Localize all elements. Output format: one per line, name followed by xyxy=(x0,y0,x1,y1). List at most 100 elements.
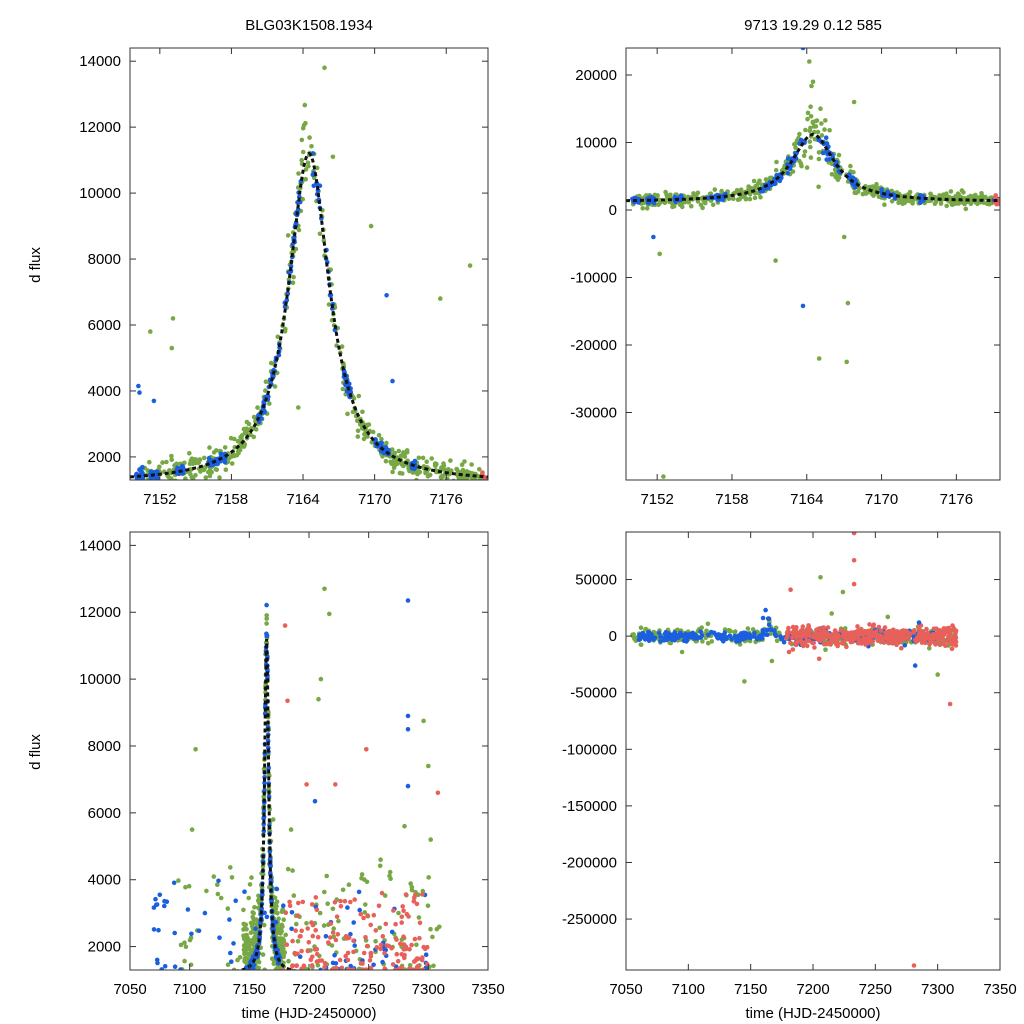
data-point xyxy=(178,942,184,948)
data-point xyxy=(944,191,949,196)
data-point xyxy=(700,639,705,644)
data-point xyxy=(852,630,857,636)
data-point xyxy=(925,630,931,636)
data-point xyxy=(272,384,278,389)
y-tick-label: -20000 xyxy=(570,337,617,354)
data-point xyxy=(816,656,822,662)
data-point xyxy=(324,873,330,879)
x-tick-label: 7250 xyxy=(352,981,385,998)
data-point xyxy=(638,642,644,647)
data-point xyxy=(816,626,821,632)
data-point xyxy=(280,967,286,970)
data-point xyxy=(815,129,821,135)
data-point xyxy=(315,963,321,968)
y-tick-label: 0 xyxy=(609,628,617,645)
data-point xyxy=(277,930,283,935)
data-point xyxy=(277,972,282,977)
data-point xyxy=(483,475,488,480)
points-bottom-left xyxy=(151,586,442,979)
model-curve xyxy=(232,638,301,970)
data-point xyxy=(806,623,811,628)
y-tick-label: 14000 xyxy=(79,537,121,554)
data-point xyxy=(863,642,868,647)
data-point xyxy=(225,906,231,911)
data-point xyxy=(845,300,851,306)
data-point xyxy=(244,933,249,938)
data-point xyxy=(820,150,826,156)
data-point xyxy=(288,827,294,832)
data-point xyxy=(312,798,318,804)
x-tick-label: 7170 xyxy=(865,491,898,508)
data-point xyxy=(784,635,789,641)
data-point xyxy=(335,932,341,937)
data-point xyxy=(189,931,194,937)
data-point xyxy=(406,966,412,970)
data-point xyxy=(340,386,346,392)
data-point xyxy=(282,623,288,628)
data-point xyxy=(136,383,141,389)
panel-bottom-right: 7050 7100 7150 7200 7250 7300 7350 -250000 -2000… xyxy=(562,531,1017,998)
y-tick-label: 2000 xyxy=(88,939,121,956)
data-point xyxy=(889,631,894,637)
data-point xyxy=(902,200,907,206)
x-tick-label: 7050 xyxy=(113,981,146,998)
data-point xyxy=(408,881,414,886)
data-point xyxy=(933,199,939,204)
data-point xyxy=(435,790,441,796)
data-point xyxy=(399,965,404,970)
data-point xyxy=(442,467,448,473)
data-point xyxy=(283,910,289,915)
data-point xyxy=(656,630,662,636)
data-point xyxy=(357,907,363,913)
data-point xyxy=(827,128,832,133)
y-tick-label: 8000 xyxy=(88,251,121,268)
data-point xyxy=(695,199,701,204)
data-point xyxy=(662,631,668,636)
data-point xyxy=(242,974,247,979)
data-point xyxy=(813,634,819,640)
data-point xyxy=(247,882,253,887)
data-point xyxy=(380,959,385,965)
x-tick-label: 7152 xyxy=(640,491,673,508)
y-tick-label: 10000 xyxy=(79,185,121,202)
data-point xyxy=(267,401,272,406)
data-point xyxy=(961,190,966,195)
data-point xyxy=(656,202,661,208)
data-point xyxy=(326,302,332,307)
data-point xyxy=(154,957,160,963)
data-point xyxy=(712,187,718,192)
data-point xyxy=(305,160,311,166)
data-point xyxy=(428,926,433,932)
data-point xyxy=(325,901,331,906)
data-point xyxy=(229,461,235,466)
data-point xyxy=(874,634,879,640)
data-point xyxy=(293,928,299,933)
data-point xyxy=(246,895,251,901)
data-point xyxy=(321,923,327,928)
data-point xyxy=(252,905,257,910)
data-point xyxy=(327,935,333,940)
data-point xyxy=(882,202,887,207)
data-point xyxy=(722,630,728,635)
data-point xyxy=(356,889,362,895)
data-point xyxy=(912,628,917,633)
data-point xyxy=(242,430,248,436)
y-tick-label: -150000 xyxy=(562,798,617,815)
data-point xyxy=(652,630,658,635)
data-point xyxy=(911,963,917,968)
data-point xyxy=(303,167,309,172)
data-point xyxy=(705,621,711,627)
data-point xyxy=(747,196,753,202)
data-point xyxy=(426,763,431,769)
data-point xyxy=(789,635,795,641)
data-point xyxy=(824,641,830,647)
data-point xyxy=(333,937,339,943)
axes-frame xyxy=(129,47,489,481)
data-point xyxy=(422,946,428,952)
data-point xyxy=(355,428,361,434)
data-point xyxy=(289,910,295,915)
data-point xyxy=(350,409,356,415)
data-point xyxy=(793,145,798,150)
data-point xyxy=(740,634,745,639)
data-point xyxy=(399,920,405,925)
